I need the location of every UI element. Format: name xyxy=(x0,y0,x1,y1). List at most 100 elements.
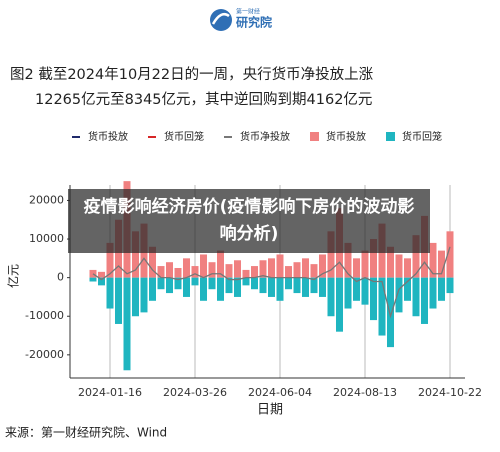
bar xyxy=(370,277,377,321)
legend-square xyxy=(310,132,319,141)
bar xyxy=(319,254,326,278)
bar xyxy=(302,277,309,297)
legend-label: 货币回笼 xyxy=(402,130,442,143)
bar xyxy=(438,250,445,278)
bar xyxy=(191,266,199,278)
bar xyxy=(353,258,360,278)
bar xyxy=(217,250,224,278)
bar xyxy=(259,260,267,278)
bar xyxy=(268,258,275,278)
bar xyxy=(98,271,105,278)
bar xyxy=(429,277,437,309)
y-tick-label: -20000 xyxy=(25,348,64,361)
bar xyxy=(217,277,224,301)
x-tick-label: 2024-03-26 xyxy=(163,386,227,399)
bar xyxy=(285,266,292,278)
bar xyxy=(353,277,360,301)
bar xyxy=(319,277,326,297)
bar xyxy=(421,277,428,324)
figure-title: 12265亿元至8345亿元，其中逆回购到期4162亿元 xyxy=(35,91,372,108)
bar xyxy=(310,264,318,278)
bar xyxy=(293,262,301,278)
bar xyxy=(132,231,139,278)
bar xyxy=(327,231,335,278)
bar xyxy=(157,266,165,278)
bar xyxy=(251,266,258,278)
bar xyxy=(344,242,352,278)
bar xyxy=(387,277,394,348)
bar xyxy=(259,277,267,294)
bar xyxy=(438,277,445,301)
legend-label: 货币净投放 xyxy=(240,130,290,143)
bar xyxy=(378,277,386,336)
bar xyxy=(361,277,369,305)
source: 来源：第一财经研究院、Wind xyxy=(5,425,167,440)
bar xyxy=(251,277,258,290)
bar xyxy=(166,262,173,278)
bar xyxy=(336,277,343,332)
bar xyxy=(208,277,216,290)
bar xyxy=(242,277,250,286)
bar xyxy=(429,242,437,278)
bar xyxy=(140,277,148,313)
bar xyxy=(395,277,403,313)
logo-top: 第一财经 xyxy=(236,8,260,16)
bar xyxy=(200,254,207,278)
bar xyxy=(174,277,182,290)
bar xyxy=(132,277,139,317)
bar xyxy=(327,277,335,317)
legend-label: 货币回笼 xyxy=(164,130,204,143)
bar xyxy=(404,258,411,278)
bar xyxy=(149,277,156,301)
bar xyxy=(395,254,403,278)
x-tick-label: 2024-06-04 xyxy=(248,386,312,399)
y-tick-label: 20000 xyxy=(29,193,64,206)
legend-label: 货币投放 xyxy=(326,130,366,143)
bar xyxy=(276,254,284,278)
bar xyxy=(183,258,190,278)
bar xyxy=(98,277,105,286)
bar xyxy=(268,277,275,297)
bar xyxy=(310,277,318,294)
bar xyxy=(446,231,454,278)
logo-swoosh xyxy=(211,13,230,25)
bar xyxy=(208,262,216,278)
bar xyxy=(200,277,207,301)
line xyxy=(92,246,451,319)
bar xyxy=(302,258,309,278)
bar xyxy=(387,246,394,278)
bar xyxy=(293,277,301,294)
logo: 研究院 xyxy=(236,15,272,30)
bar xyxy=(242,269,250,278)
bar xyxy=(234,277,241,297)
bar xyxy=(361,250,369,278)
bar xyxy=(157,277,165,290)
bar xyxy=(225,277,233,294)
bar xyxy=(225,264,233,278)
bar xyxy=(115,277,122,324)
bar xyxy=(404,277,411,301)
overlay-title: 疫情影响经济房价(疫情影响下房价的波动影响分析) xyxy=(68,189,430,253)
bar xyxy=(123,277,131,371)
bar xyxy=(183,277,190,297)
bar xyxy=(412,235,420,278)
bar xyxy=(106,277,114,309)
legend-label: 货币投放 xyxy=(88,130,128,143)
bar xyxy=(276,277,284,301)
y-tick-label: -10000 xyxy=(25,309,64,322)
bar xyxy=(191,277,199,286)
x-tick-label: 2024-08-13 xyxy=(333,386,397,399)
legend-square xyxy=(386,132,395,141)
bar xyxy=(106,242,114,278)
figure-title: 图2 截至2024年10月22日的一周，央行货币净投放上涨 xyxy=(10,66,374,83)
bar xyxy=(344,277,352,309)
bar xyxy=(285,277,292,290)
y-tick-label: 0 xyxy=(57,271,64,284)
x-tick-label: 2024-01-16 xyxy=(78,386,142,399)
x-tick-label: 2024-10-22 xyxy=(418,386,482,399)
y-axis-label: 亿元 xyxy=(6,264,21,288)
logo-icon xyxy=(210,9,232,31)
bar xyxy=(234,260,241,278)
